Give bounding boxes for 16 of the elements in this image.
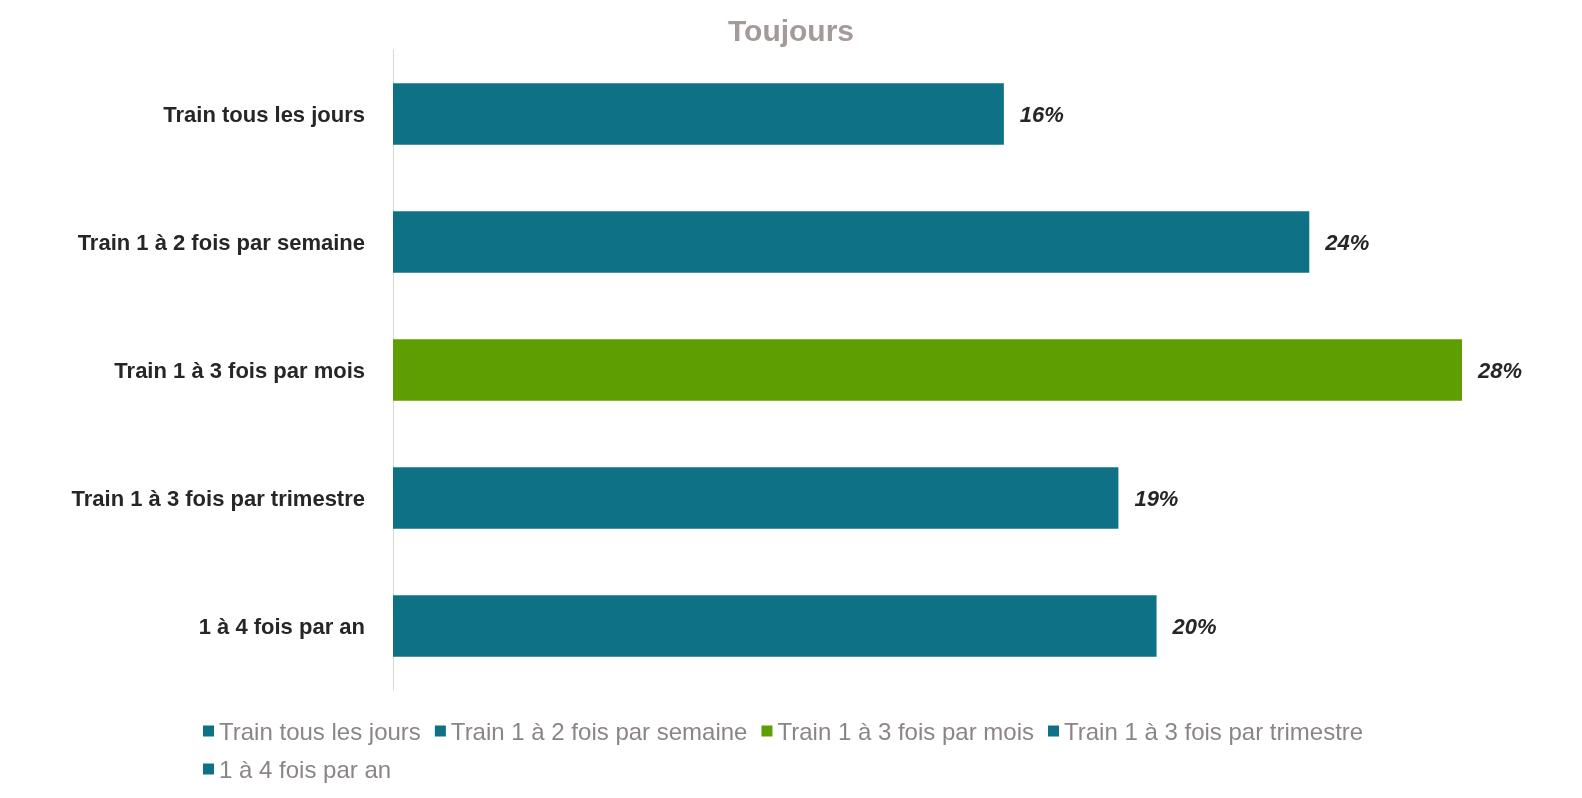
y-tick-label: Train 1 à 2 fois par semaine — [77, 229, 365, 255]
y-tick-label: 1 à 4 fois par an — [198, 613, 365, 639]
legend-label: Train tous les jours — [219, 717, 421, 745]
y-tick-label: Train 1 à 3 fois par mois — [114, 357, 365, 383]
data-label: 16% — [1019, 101, 1064, 127]
y-tick-label: Train tous les jours — [163, 101, 365, 127]
legend-label: 1 à 4 fois par an — [219, 755, 392, 783]
data-label: 28% — [1477, 357, 1523, 383]
data-label: 24% — [1324, 229, 1370, 255]
legend-label: Train 1 à 3 fois par mois — [777, 717, 1034, 745]
data-label: 20% — [1171, 613, 1217, 639]
legend-label: Train 1 à 3 fois par trimestre — [1063, 717, 1364, 745]
data-label: 19% — [1134, 485, 1179, 511]
chart-title: Toujours — [727, 13, 855, 47]
y-tick-label: Train 1 à 3 fois par trimestre — [71, 485, 365, 511]
legend-label: Train 1 à 2 fois par semaine — [450, 717, 748, 745]
